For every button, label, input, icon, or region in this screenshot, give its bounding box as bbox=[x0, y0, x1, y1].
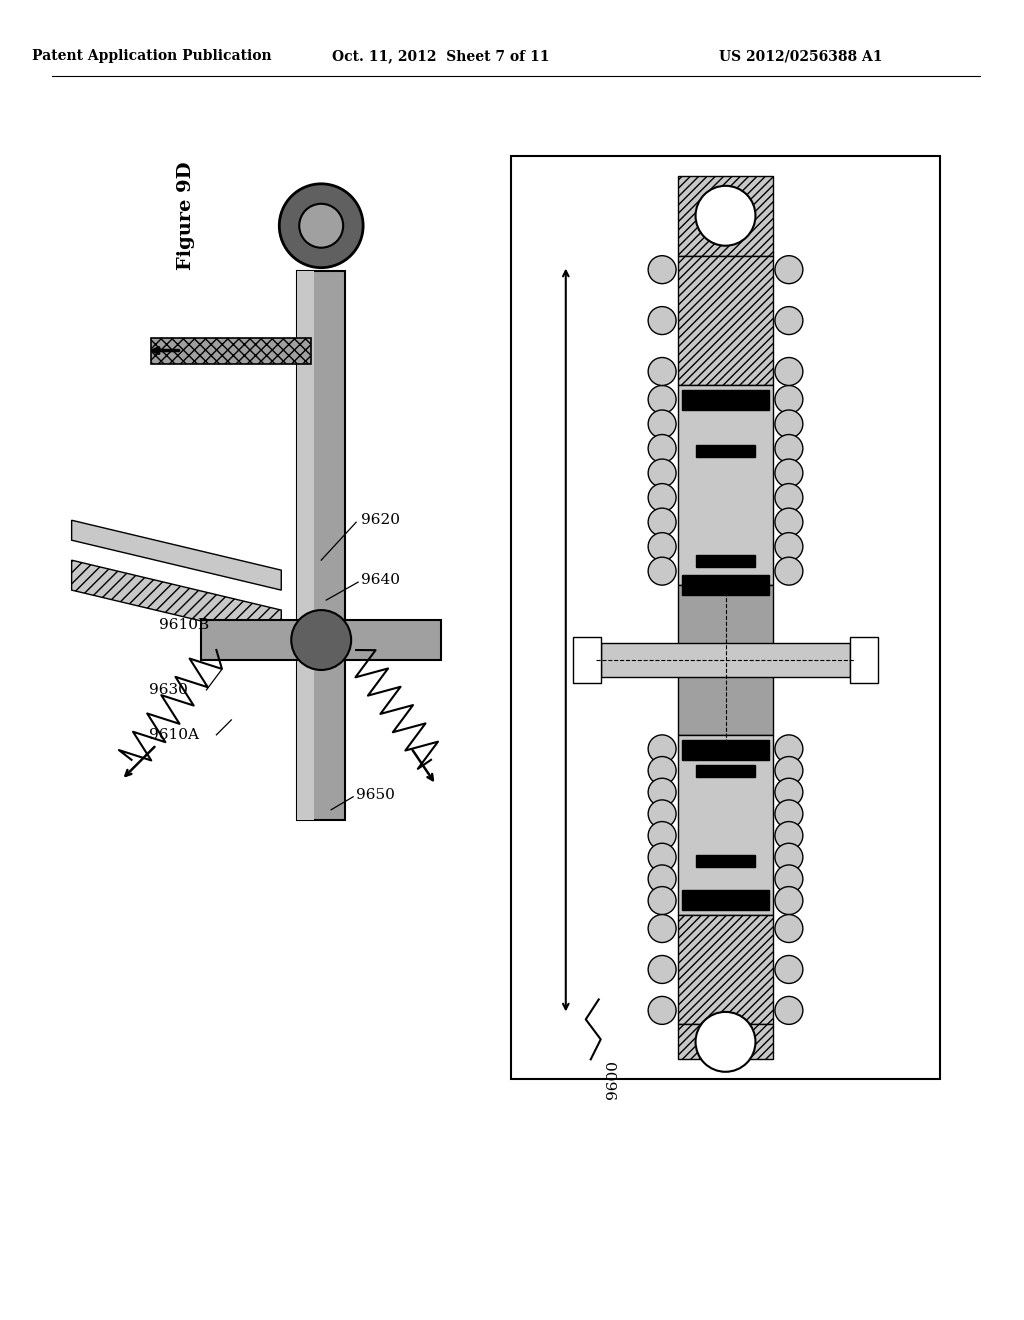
Circle shape bbox=[775, 459, 803, 487]
Circle shape bbox=[648, 843, 676, 871]
Bar bbox=[152, 338, 311, 363]
Bar bbox=[202, 620, 441, 660]
Text: 9630: 9630 bbox=[150, 682, 188, 697]
Circle shape bbox=[648, 358, 676, 385]
Polygon shape bbox=[72, 560, 282, 640]
Bar bbox=[695, 764, 756, 776]
Bar bbox=[682, 890, 769, 909]
Circle shape bbox=[648, 483, 676, 512]
Circle shape bbox=[775, 956, 803, 983]
Polygon shape bbox=[72, 520, 282, 590]
Circle shape bbox=[648, 411, 676, 438]
Bar bbox=[601, 643, 850, 677]
Circle shape bbox=[648, 434, 676, 462]
Text: 9620: 9620 bbox=[361, 513, 400, 527]
Text: Patent Application Publication: Patent Application Publication bbox=[32, 49, 271, 63]
Circle shape bbox=[648, 306, 676, 334]
Bar bbox=[695, 445, 756, 457]
Circle shape bbox=[775, 306, 803, 334]
Circle shape bbox=[695, 186, 756, 246]
Circle shape bbox=[775, 533, 803, 561]
Bar bbox=[850, 638, 879, 682]
Bar bbox=[511, 156, 940, 1080]
Circle shape bbox=[648, 385, 676, 413]
Bar bbox=[682, 741, 769, 760]
Circle shape bbox=[648, 997, 676, 1024]
Circle shape bbox=[648, 256, 676, 284]
Circle shape bbox=[648, 508, 676, 536]
Circle shape bbox=[648, 756, 676, 784]
Circle shape bbox=[648, 915, 676, 942]
Circle shape bbox=[775, 915, 803, 942]
Bar bbox=[682, 391, 769, 411]
Circle shape bbox=[775, 997, 803, 1024]
Bar bbox=[678, 1024, 773, 1060]
Bar bbox=[572, 638, 601, 682]
Circle shape bbox=[775, 434, 803, 462]
Circle shape bbox=[775, 779, 803, 807]
Circle shape bbox=[775, 557, 803, 585]
Bar bbox=[678, 915, 773, 1024]
Bar bbox=[695, 556, 756, 568]
Circle shape bbox=[775, 887, 803, 915]
Text: 9640: 9640 bbox=[361, 573, 400, 587]
Circle shape bbox=[775, 483, 803, 512]
Bar bbox=[678, 256, 773, 385]
Circle shape bbox=[648, 865, 676, 892]
Circle shape bbox=[775, 821, 803, 850]
Circle shape bbox=[775, 800, 803, 828]
Circle shape bbox=[648, 800, 676, 828]
Circle shape bbox=[775, 735, 803, 763]
Circle shape bbox=[648, 735, 676, 763]
Bar bbox=[678, 176, 773, 256]
Bar bbox=[297, 271, 314, 820]
Circle shape bbox=[648, 557, 676, 585]
Circle shape bbox=[775, 411, 803, 438]
Text: 9610B: 9610B bbox=[160, 618, 210, 632]
Bar bbox=[678, 585, 773, 735]
Text: Figure 9D: Figure 9D bbox=[177, 161, 196, 271]
Text: 9610A: 9610A bbox=[150, 727, 200, 742]
Bar bbox=[682, 576, 769, 595]
Circle shape bbox=[775, 756, 803, 784]
Circle shape bbox=[648, 459, 676, 487]
Text: Oct. 11, 2012  Sheet 7 of 11: Oct. 11, 2012 Sheet 7 of 11 bbox=[332, 49, 550, 63]
Circle shape bbox=[775, 358, 803, 385]
Bar bbox=[695, 854, 756, 867]
Circle shape bbox=[648, 779, 676, 807]
Circle shape bbox=[775, 385, 803, 413]
Bar bbox=[678, 735, 773, 915]
Circle shape bbox=[648, 533, 676, 561]
Circle shape bbox=[648, 887, 676, 915]
Circle shape bbox=[648, 956, 676, 983]
Circle shape bbox=[775, 256, 803, 284]
Circle shape bbox=[775, 865, 803, 892]
Text: US 2012/0256388 A1: US 2012/0256388 A1 bbox=[719, 49, 882, 63]
Circle shape bbox=[775, 508, 803, 536]
Circle shape bbox=[291, 610, 351, 671]
Circle shape bbox=[695, 1012, 756, 1072]
Bar bbox=[678, 385, 773, 585]
Circle shape bbox=[775, 843, 803, 871]
Circle shape bbox=[299, 203, 343, 248]
Circle shape bbox=[280, 183, 364, 268]
Text: 9600: 9600 bbox=[606, 1060, 620, 1098]
Bar bbox=[297, 271, 345, 820]
Circle shape bbox=[648, 821, 676, 850]
Text: 9650: 9650 bbox=[356, 788, 395, 801]
